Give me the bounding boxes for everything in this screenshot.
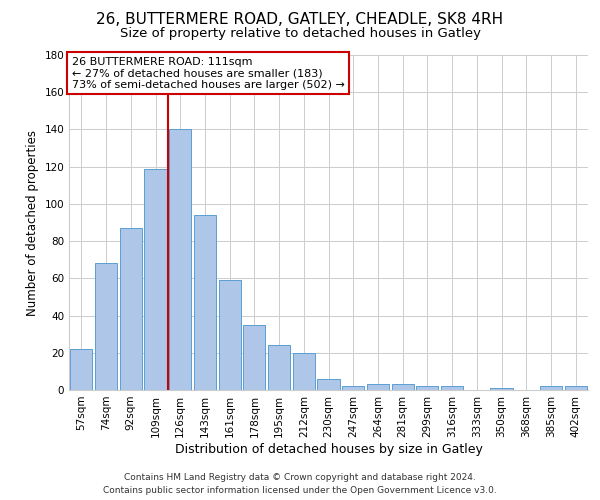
X-axis label: Distribution of detached houses by size in Gatley: Distribution of detached houses by size … bbox=[175, 442, 482, 456]
Text: 26, BUTTERMERE ROAD, GATLEY, CHEADLE, SK8 4RH: 26, BUTTERMERE ROAD, GATLEY, CHEADLE, SK… bbox=[97, 12, 503, 28]
Bar bbox=[342, 386, 364, 390]
Bar bbox=[218, 280, 241, 390]
Bar bbox=[119, 228, 142, 390]
Y-axis label: Number of detached properties: Number of detached properties bbox=[26, 130, 39, 316]
Bar bbox=[243, 325, 265, 390]
Bar bbox=[565, 386, 587, 390]
Text: Size of property relative to detached houses in Gatley: Size of property relative to detached ho… bbox=[119, 28, 481, 40]
Bar bbox=[367, 384, 389, 390]
Bar bbox=[70, 349, 92, 390]
Bar bbox=[95, 264, 117, 390]
Text: 26 BUTTERMERE ROAD: 111sqm
← 27% of detached houses are smaller (183)
73% of sem: 26 BUTTERMERE ROAD: 111sqm ← 27% of deta… bbox=[71, 56, 344, 90]
Bar bbox=[194, 215, 216, 390]
Bar bbox=[317, 379, 340, 390]
Bar bbox=[416, 386, 439, 390]
Bar bbox=[268, 346, 290, 390]
Bar bbox=[392, 384, 414, 390]
Bar bbox=[169, 130, 191, 390]
Bar bbox=[441, 386, 463, 390]
Bar bbox=[293, 353, 315, 390]
Bar bbox=[490, 388, 512, 390]
Text: Contains HM Land Registry data © Crown copyright and database right 2024.
Contai: Contains HM Land Registry data © Crown c… bbox=[103, 474, 497, 495]
Bar bbox=[540, 386, 562, 390]
Bar bbox=[145, 168, 167, 390]
